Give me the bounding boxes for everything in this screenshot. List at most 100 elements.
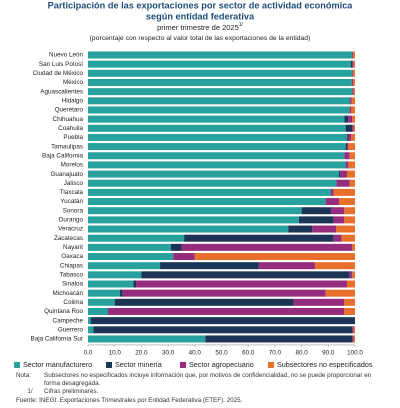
bar-segment [88,317,91,325]
bar-segment [338,198,355,206]
bar-segment [88,51,353,59]
bar-segment [350,106,355,114]
bar-segment [352,69,354,77]
bar-segment [88,271,142,279]
bar-segment [353,335,355,343]
bar-segment [88,88,353,96]
y-tick-label: Quintana Roo [44,308,83,315]
y-tick-label: Oaxaca [61,253,83,260]
bar-segment [353,78,355,86]
y-tick-label: Jalisco [64,180,84,187]
x-tick-label: 60.0 [242,350,255,357]
bar-segment [348,161,355,169]
bar-segment [346,143,349,151]
chart-title: según entidad federativa [146,11,255,21]
bar-segment [350,60,353,68]
bar-segment [352,60,354,68]
bar-segment [88,216,299,224]
bar-segment [194,253,355,261]
bar-segment [353,69,355,77]
bar-segment [353,88,355,96]
bar-segment [345,161,349,169]
legend-swatch [268,361,274,368]
bar-segment [352,243,355,251]
x-tick-label: 90.0 [322,350,335,357]
bar-segment [88,60,351,68]
bar-segment [345,143,347,151]
bar-segment [349,271,353,279]
chart: Participación de las exportaciones por s… [14,0,373,369]
bar-segment [344,115,349,123]
bar-segment [344,216,355,224]
y-tick-label: Ciudad de México [33,70,84,77]
bar-segment [88,289,121,297]
bar-segment [88,298,115,306]
bar-segment [88,69,353,77]
bar-segment [88,253,174,261]
bar-segment [349,152,355,160]
bar-segment [258,262,315,270]
bar-segment [122,289,326,297]
note-label: 1/ [27,388,33,396]
y-tick-label: San Luis Potosí [39,61,83,68]
source: Fuente: INEGI. Exportaciones Trimestrale… [16,396,243,404]
bar-segment [349,106,351,114]
bar-segment [120,289,123,297]
bar-segment [141,271,350,279]
bar-segment [88,97,350,105]
bar-segment [346,133,348,141]
bar-segment [325,198,339,206]
bar-segment [346,170,355,178]
bar-segment [88,161,346,169]
note-row: 1/Cifras preliminares. [16,388,388,396]
y-tick-label: Hidalgo [62,97,84,104]
y-tick-label: Tlaxcala [60,189,84,196]
legend-swatch [106,361,112,368]
bar-segment [345,124,353,132]
bar-segment [293,298,345,306]
y-tick-label: Sonora [63,207,84,214]
bar-segment [340,170,347,178]
bar-segment [353,51,355,59]
note-text: Subsectores no especificados incluye inf… [44,372,372,388]
bar-segment [350,133,355,141]
bar-segment [133,280,137,288]
x-tick-label: 40.0 [189,350,202,357]
bar-segment [88,243,171,251]
x-tick-label: 70.0 [269,350,282,357]
y-tick-label: Nuevo León [49,52,83,59]
bar-segment [353,60,355,68]
bar-segment [88,198,326,206]
y-tick-label: Campeche [53,317,84,324]
bar-segment [88,335,206,343]
bar-segment [88,179,337,187]
bar-segment [88,234,185,242]
bar-segment [88,188,331,196]
bar-segment [88,133,347,141]
bar-segment [325,289,355,297]
bar-segment [349,97,351,105]
subtitle-note: 1/ [239,22,244,28]
bar-segment [333,188,355,196]
y-tick-label: Sinaloa [62,281,84,288]
bar-segment [301,207,331,215]
bar-segment [344,307,355,315]
bar-segment [205,335,353,343]
y-tick-label: México [63,79,83,86]
x-tick-label: 50.0 [215,350,228,357]
bar-segment [350,97,352,105]
bar-segment [88,262,161,270]
y-tick-label: Guanajuato [50,171,83,178]
y-tick-label: Nayarit [63,244,83,251]
bar-segment [348,143,355,151]
y-tick-label: Veracruz [58,226,83,233]
note-label: Nota: [16,372,32,379]
note-text: Cifras preliminares. [44,388,99,396]
bar-segment [136,280,347,288]
bar-segment [336,179,350,187]
bar-segment [352,51,354,59]
y-tick-label: Chiapas [60,262,83,269]
bar-segment [352,88,354,96]
y-tick-label: Guerrero [58,326,84,333]
y-tick-label: Aguascalientes [40,88,83,95]
